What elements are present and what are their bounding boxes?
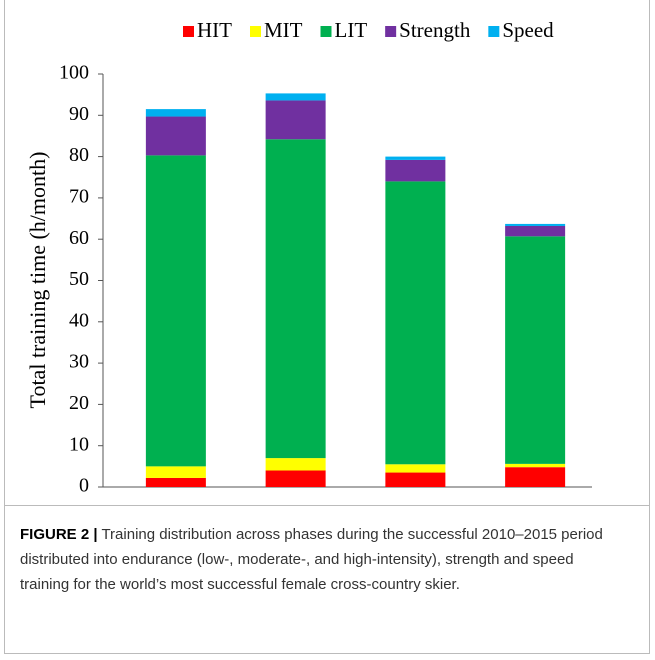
bar-segment bbox=[385, 472, 446, 487]
legend-label: MIT bbox=[264, 18, 303, 42]
bar-segment bbox=[265, 93, 326, 101]
legend-swatch bbox=[183, 26, 194, 37]
y-tick-label: 20 bbox=[69, 392, 89, 414]
legend-swatch bbox=[385, 26, 397, 37]
bar-segment bbox=[385, 181, 446, 465]
bar-segment bbox=[385, 159, 446, 182]
figure-frame bbox=[4, 0, 650, 654]
bar-segment bbox=[265, 458, 326, 471]
divider bbox=[4, 505, 650, 506]
chart: Total training time (h/month) 0 10 20 30 40 5… bbox=[25, 18, 592, 505]
y-tick-label: 50 bbox=[69, 268, 89, 290]
y-axis-title: Total training time (h/month) bbox=[25, 152, 50, 409]
bar-segment bbox=[265, 100, 326, 140]
y-tick-label: 0 bbox=[79, 475, 89, 497]
bar-segment bbox=[265, 139, 326, 459]
bar-segment bbox=[385, 156, 446, 160]
y-tick-label: 30 bbox=[69, 351, 89, 373]
legend-label: Strength bbox=[399, 18, 471, 42]
y-tick-label: 90 bbox=[69, 103, 89, 125]
y-tick-label: 80 bbox=[69, 144, 89, 166]
bar-segment bbox=[385, 464, 446, 473]
bar-segment bbox=[145, 155, 206, 467]
bar-segment bbox=[145, 466, 206, 478]
y-tick-label: 60 bbox=[69, 227, 89, 249]
legend-swatch bbox=[488, 26, 500, 37]
legend-swatch bbox=[320, 26, 332, 37]
bar-segment bbox=[145, 477, 206, 487]
y-tick-label: 10 bbox=[69, 433, 89, 455]
bar-segment bbox=[145, 116, 206, 156]
bar-segment bbox=[145, 109, 206, 117]
bar-segment bbox=[505, 225, 566, 237]
caption-label: FIGURE 2 | bbox=[20, 526, 98, 543]
legend-label: HIT bbox=[197, 18, 232, 42]
y-tick-label: 70 bbox=[69, 185, 89, 207]
legend-swatch bbox=[250, 26, 261, 37]
bar-segment bbox=[505, 236, 566, 464]
bar-segment bbox=[505, 467, 566, 487]
y-tick-label: 40 bbox=[69, 309, 89, 331]
caption-text: Training distribution across phases duri… bbox=[20, 526, 603, 593]
bar-segment bbox=[505, 463, 566, 468]
y-tick-label: 100 bbox=[59, 62, 89, 84]
bar-segment bbox=[265, 470, 326, 487]
caption: FIGURE 2 | Training distribution across … bbox=[20, 522, 620, 597]
bar-segment bbox=[505, 223, 566, 226]
legend-label: LIT bbox=[335, 18, 368, 42]
legend-label: Speed bbox=[502, 18, 554, 42]
